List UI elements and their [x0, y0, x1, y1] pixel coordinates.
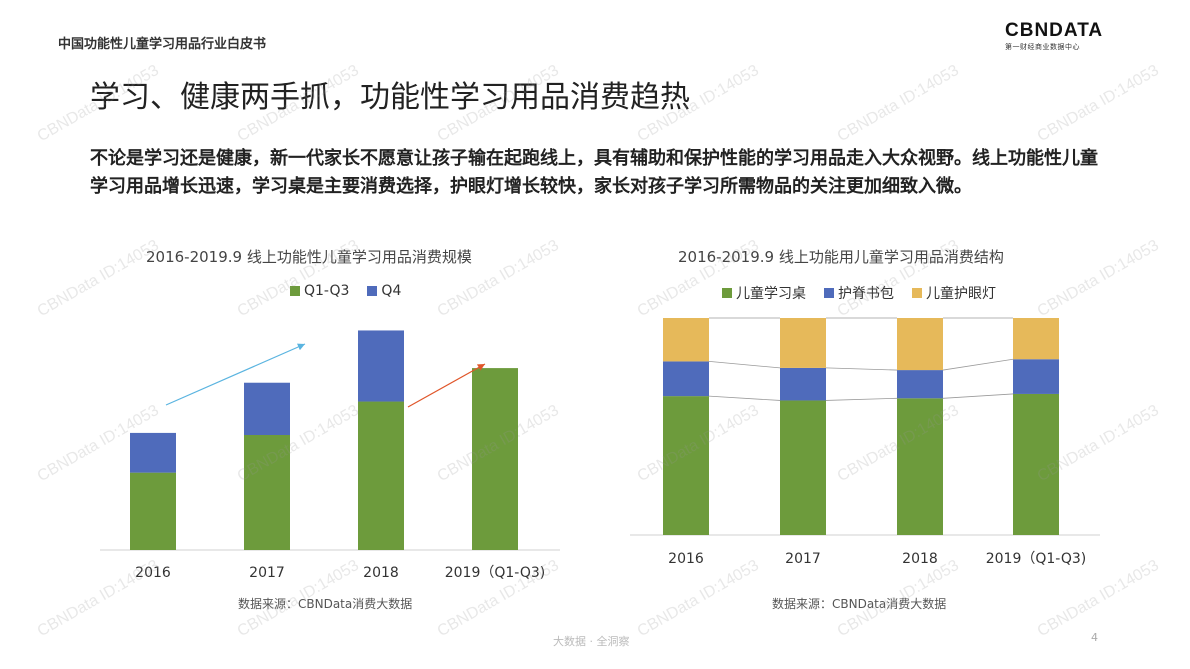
watermark-text: CBNData ID:14053 [834, 61, 962, 146]
chart2-bar-segment [780, 400, 826, 535]
chart2-x-tick-label: 2017 [785, 551, 821, 567]
chart2-connector-line [825, 397, 898, 401]
growth-arrow-icon [165, 343, 306, 406]
chart2-connector-line [708, 361, 781, 369]
chart1-bar-q4 [130, 432, 176, 473]
legend-swatch-green [290, 286, 300, 296]
chart1-legend-item-q4: Q4 [367, 283, 401, 299]
chart2-connector-line [942, 393, 1014, 399]
chart2-x-tick-label: 2019（Q1-Q3) [986, 551, 1087, 567]
growth-arrow-icon [407, 363, 486, 408]
chart1-bar-q1q3 [472, 368, 518, 550]
chart2-title: 2016-2019.9 线上功能用儿童学习用品消费结构 [678, 248, 1004, 266]
legend-swatch-blue [367, 286, 378, 296]
chart1-bar-q1q3 [130, 472, 176, 550]
chart2-bar-segment [897, 318, 943, 371]
chart2-connector-line [942, 358, 1014, 371]
chart1-x-tick-label: 2017 [249, 565, 285, 581]
chart2-bar-segment [663, 396, 709, 535]
chart2-legend-item-desk: 儿童学习桌 [722, 283, 806, 303]
watermark-text: CBNData ID:14053 [1034, 236, 1162, 321]
chart2-source: 数据来源：CBNData消费大数据 [772, 597, 947, 611]
chart2-x-tick-label: 2016 [668, 551, 704, 567]
chart2-bar-segment [780, 367, 826, 401]
chart1-x-tick-label: 2016 [135, 565, 171, 581]
chart2-bar-segment [663, 361, 709, 397]
chart2-x-tick-label: 2018 [902, 551, 938, 567]
chart1-title: 2016-2019.9 线上功能性儿童学习用品消费规模 [146, 248, 472, 266]
chart2-legend-label: 儿童学习桌 [736, 286, 806, 302]
document-title: 中国功能性儿童学习用品行业白皮书 [58, 37, 267, 52]
watermark-text: CBNData ID:14053 [1034, 61, 1162, 146]
chart1-bar-q4 [244, 382, 290, 435]
page-headline: 学习、健康两手抓，功能性学习用品消费趋热 [90, 80, 690, 115]
chart2-svg: 2016 2017 2018 2019（Q1-Q3) [630, 317, 1100, 567]
chart1-legend: Q1-Q3 Q4 [290, 283, 401, 299]
chart2-bar-segment [780, 318, 826, 368]
summary-paragraph: 不论是学习还是健康，新一代家长不愿意让孩子输在起跑线上，具有辅助和保护性能的学习… [90, 148, 1098, 197]
chart2-connector-line [825, 367, 898, 371]
chart2-bar-segment [897, 370, 943, 399]
chart1-x-tick-label: 2018 [363, 565, 399, 581]
chart1-legend-label: Q1-Q3 [304, 283, 350, 299]
chart2-bar-segment [1013, 393, 1059, 535]
chart1-bar-q1q3 [244, 435, 290, 550]
chart2-bar-segment [897, 398, 943, 535]
legend-swatch-green [722, 288, 732, 298]
chart2-legend-label: 儿童护眼灯 [926, 286, 996, 302]
chart2-legend: 儿童学习桌 护脊书包 儿童护眼灯 [722, 283, 996, 303]
chart2-legend-item-lamp: 儿童护眼灯 [912, 283, 996, 303]
chart1-x-tick-label: 2019（Q1-Q3) [445, 565, 546, 581]
chart2-bar-segment [663, 318, 709, 362]
chart2-legend-label: 护脊书包 [838, 286, 894, 302]
chart1-source: 数据来源：CBNData消费大数据 [238, 597, 413, 611]
watermark-text: CBNData ID:14053 [34, 236, 162, 321]
chart2-bar-segment [1013, 359, 1059, 394]
chart2-bar-segment [1013, 318, 1059, 360]
legend-swatch-yellow [912, 288, 922, 298]
chart2-connector-line [708, 395, 781, 401]
cbndata-logo: CBNDATA 第一财经商业数据中心 [1005, 20, 1104, 52]
chart1-legend-label: Q4 [381, 283, 402, 299]
chart1-legend-item-q1q3: Q1-Q3 [290, 283, 349, 299]
chart1-bar-q1q3 [358, 401, 404, 550]
logo-sub-text: 第一财经商业数据中心 [1005, 43, 1080, 51]
legend-swatch-blue [824, 288, 834, 298]
footer-text: 大数据 · 全洞察 [553, 635, 630, 648]
chart1-svg: 2016 2017 2018 2019（Q1-Q3) [100, 330, 560, 581]
page-number: 4 [1091, 631, 1098, 644]
logo-main-text: CBNDATA [1005, 20, 1104, 41]
chart2-legend-item-backpack: 护脊书包 [824, 283, 894, 303]
chart1-bar-q4 [358, 330, 404, 402]
